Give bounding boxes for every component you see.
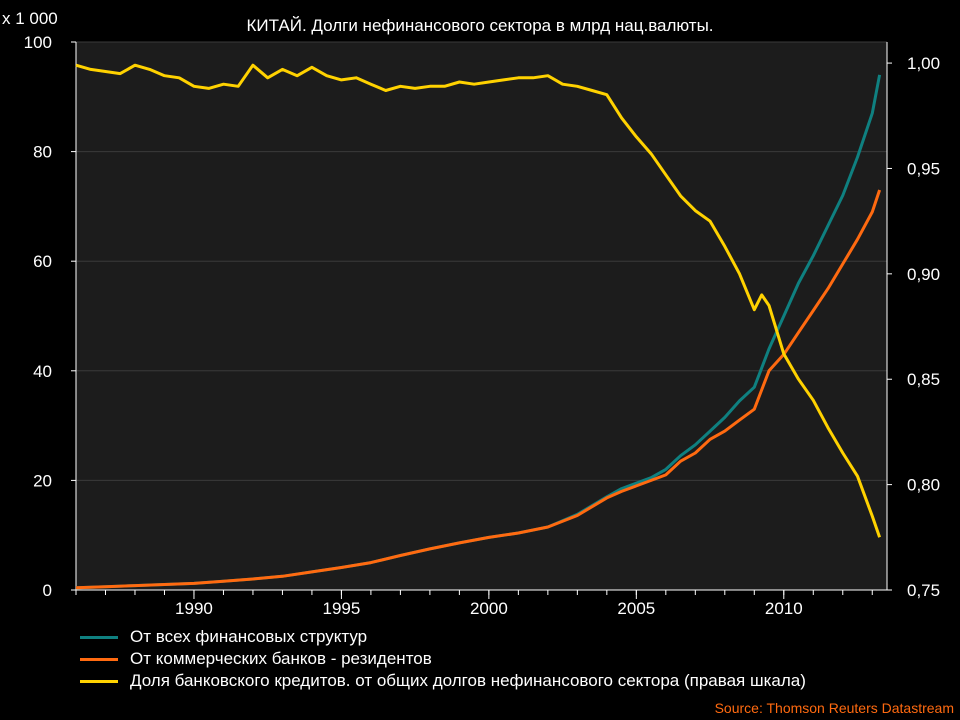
legend-item-1: От всех финансовых структур bbox=[80, 626, 806, 648]
legend-label: Доля банковского кредитов. от общих долг… bbox=[130, 671, 806, 690]
plot-area bbox=[76, 42, 887, 590]
legend-label: От коммерческих банков - резидентов bbox=[130, 649, 432, 668]
y-axis-multiplier-label: x 1 000 bbox=[2, 9, 58, 28]
legend-swatch bbox=[80, 657, 118, 661]
y-right-tick-label: 0,90 bbox=[907, 265, 940, 284]
gridlines bbox=[76, 41, 887, 481]
y-right-tick-label: 1,00 bbox=[907, 54, 940, 73]
x-tick-label: 1995 bbox=[323, 599, 361, 618]
x-tick-label: 1990 bbox=[175, 599, 213, 618]
y-left-tick-label: 0 bbox=[43, 581, 52, 600]
legend-label: От всех финансовых структур bbox=[130, 627, 368, 646]
chart-title: КИТАЙ. Долги нефинансового сектора в млр… bbox=[246, 16, 714, 35]
x-tick-label: 2010 bbox=[765, 599, 803, 618]
y-right-tick-label: 0,95 bbox=[907, 159, 940, 178]
legend-item-3: Доля банковского кредитов. от общих долг… bbox=[80, 670, 806, 692]
legend-swatch bbox=[80, 679, 118, 683]
axes: 0 20 40 60 80 100 0,75 0,80 0,85 0,90 0,95 1,00 1990… bbox=[24, 33, 940, 618]
legend: От всех финансовых структур От коммерческ… bbox=[80, 626, 806, 692]
y-right-tick-label: 0,75 bbox=[907, 581, 940, 600]
y-right-tick-label: 0,80 bbox=[907, 476, 940, 495]
legend-swatch bbox=[80, 635, 118, 639]
y-left-tick-label: 60 bbox=[33, 252, 52, 271]
series-line-2 bbox=[75, 189, 882, 590]
source-note: Source: Thomson Reuters Datastream bbox=[714, 700, 954, 716]
y-left-tick-label: 20 bbox=[33, 471, 52, 490]
y-left-tick-label: 40 bbox=[33, 362, 52, 381]
y-left-tick-label: 100 bbox=[24, 33, 52, 52]
y-left-tick-label: 80 bbox=[33, 143, 52, 162]
x-tick-label: 2000 bbox=[470, 599, 508, 618]
x-tick-label: 2005 bbox=[617, 599, 655, 618]
series-line-3 bbox=[75, 63, 882, 538]
legend-item-2: От коммерческих банков - резидентов bbox=[80, 648, 806, 670]
y-right-tick-label: 0,85 bbox=[907, 370, 940, 389]
series-lines bbox=[75, 63, 882, 590]
